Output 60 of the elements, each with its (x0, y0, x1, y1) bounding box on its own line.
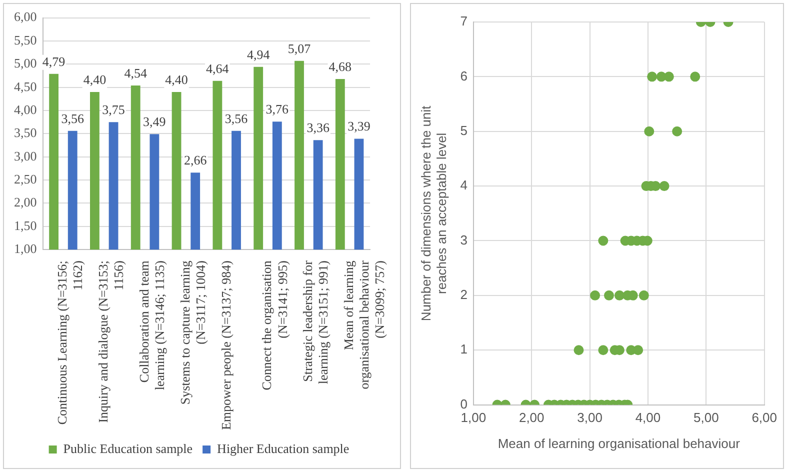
data-label: 2,66 (184, 152, 208, 168)
data-label: 3,76 (266, 102, 290, 117)
data-label: 3,49 (143, 114, 166, 130)
data-label: 3,56 (224, 110, 248, 126)
data-label: 3,39 (348, 118, 370, 134)
data-label: 4,40 (165, 72, 188, 87)
data-label: 4,64 (206, 60, 230, 76)
y-tick-label: 3 (460, 232, 468, 248)
y-tick-label: 5 (460, 122, 468, 138)
y-tick-label: 5,50 (14, 32, 37, 48)
data-label: 4,79 (42, 54, 66, 69)
y-tick-label: 2 (460, 287, 468, 302)
x-tick-label: Connect the organisation (N=3141; 995) (259, 260, 290, 390)
x-tick-label: 6,00 (752, 410, 778, 426)
x-tick-label: Empower people (N=3137; 984) (218, 260, 234, 430)
data-label: 3,75 (102, 102, 125, 118)
legend-label: Public Education sample (63, 440, 193, 456)
point (614, 290, 624, 300)
data-label: 4,40 (83, 72, 106, 87)
x-tick-label: 2,00 (518, 410, 544, 426)
data-label: 4,68 (328, 58, 352, 74)
y-tick-label: 3,00 (14, 148, 37, 164)
data-label: 4,54 (124, 65, 148, 80)
y-tick-label: 6,00 (14, 9, 37, 24)
point (672, 126, 682, 136)
y-axis-title: Number of dimensions where the unit reaches an acceptable level (418, 105, 449, 322)
x-tick-label: 5,00 (694, 410, 719, 426)
y-tick-label: 7 (460, 14, 468, 29)
y-tick-label: 4,50 (14, 78, 37, 94)
y-tick-label: 2,50 (14, 171, 37, 186)
y-tick-label: 4 (460, 178, 468, 193)
point (604, 290, 614, 300)
point (590, 290, 600, 300)
x-tick-label: Collaboration and team learning (N=3146; 1135) (136, 260, 168, 390)
point (659, 181, 670, 192)
y-tick-label: 1,00 (14, 240, 37, 256)
x-tick-label: 4,00 (635, 410, 661, 426)
x-tick-label: Continuous Learning (N=3156; 1162) (54, 260, 86, 425)
x-tick-label: Strategic leadership for learning (N=3151; 991) (300, 260, 331, 384)
x-tick-label: 3,00 (577, 410, 602, 426)
point (598, 236, 608, 246)
y-tick-label: 2,00 (14, 194, 37, 210)
y-tick-label: 5,00 (14, 56, 37, 71)
y-tick-label: 1 (460, 342, 468, 357)
legend-label: Higher Education sample (217, 440, 350, 456)
point (644, 126, 654, 136)
data-label: 3,36 (306, 120, 330, 136)
y-tick-label: 1,50 (14, 218, 37, 233)
data-label: 5,07 (288, 40, 312, 56)
x-tick-label: Inquiry and dialogue (N=3153; 1156) (96, 260, 126, 423)
x-axis-title: Mean of learning organisational behaviour (498, 436, 741, 451)
x-tick-label: Systems to capture learning (N=3117; 1004) (177, 260, 208, 405)
x-tick-label: Mean of learning organisational behaviour (N=3099; 757) (340, 260, 388, 390)
y-tick-label: 3,50 (14, 125, 37, 140)
data-label: 4,94 (246, 46, 270, 62)
point (638, 290, 649, 300)
y-tick-label: 4,00 (14, 102, 37, 117)
y-tick-label: 0 (460, 396, 468, 412)
y-tick-label: 6 (460, 68, 468, 84)
data-label: 3,56 (61, 110, 84, 126)
